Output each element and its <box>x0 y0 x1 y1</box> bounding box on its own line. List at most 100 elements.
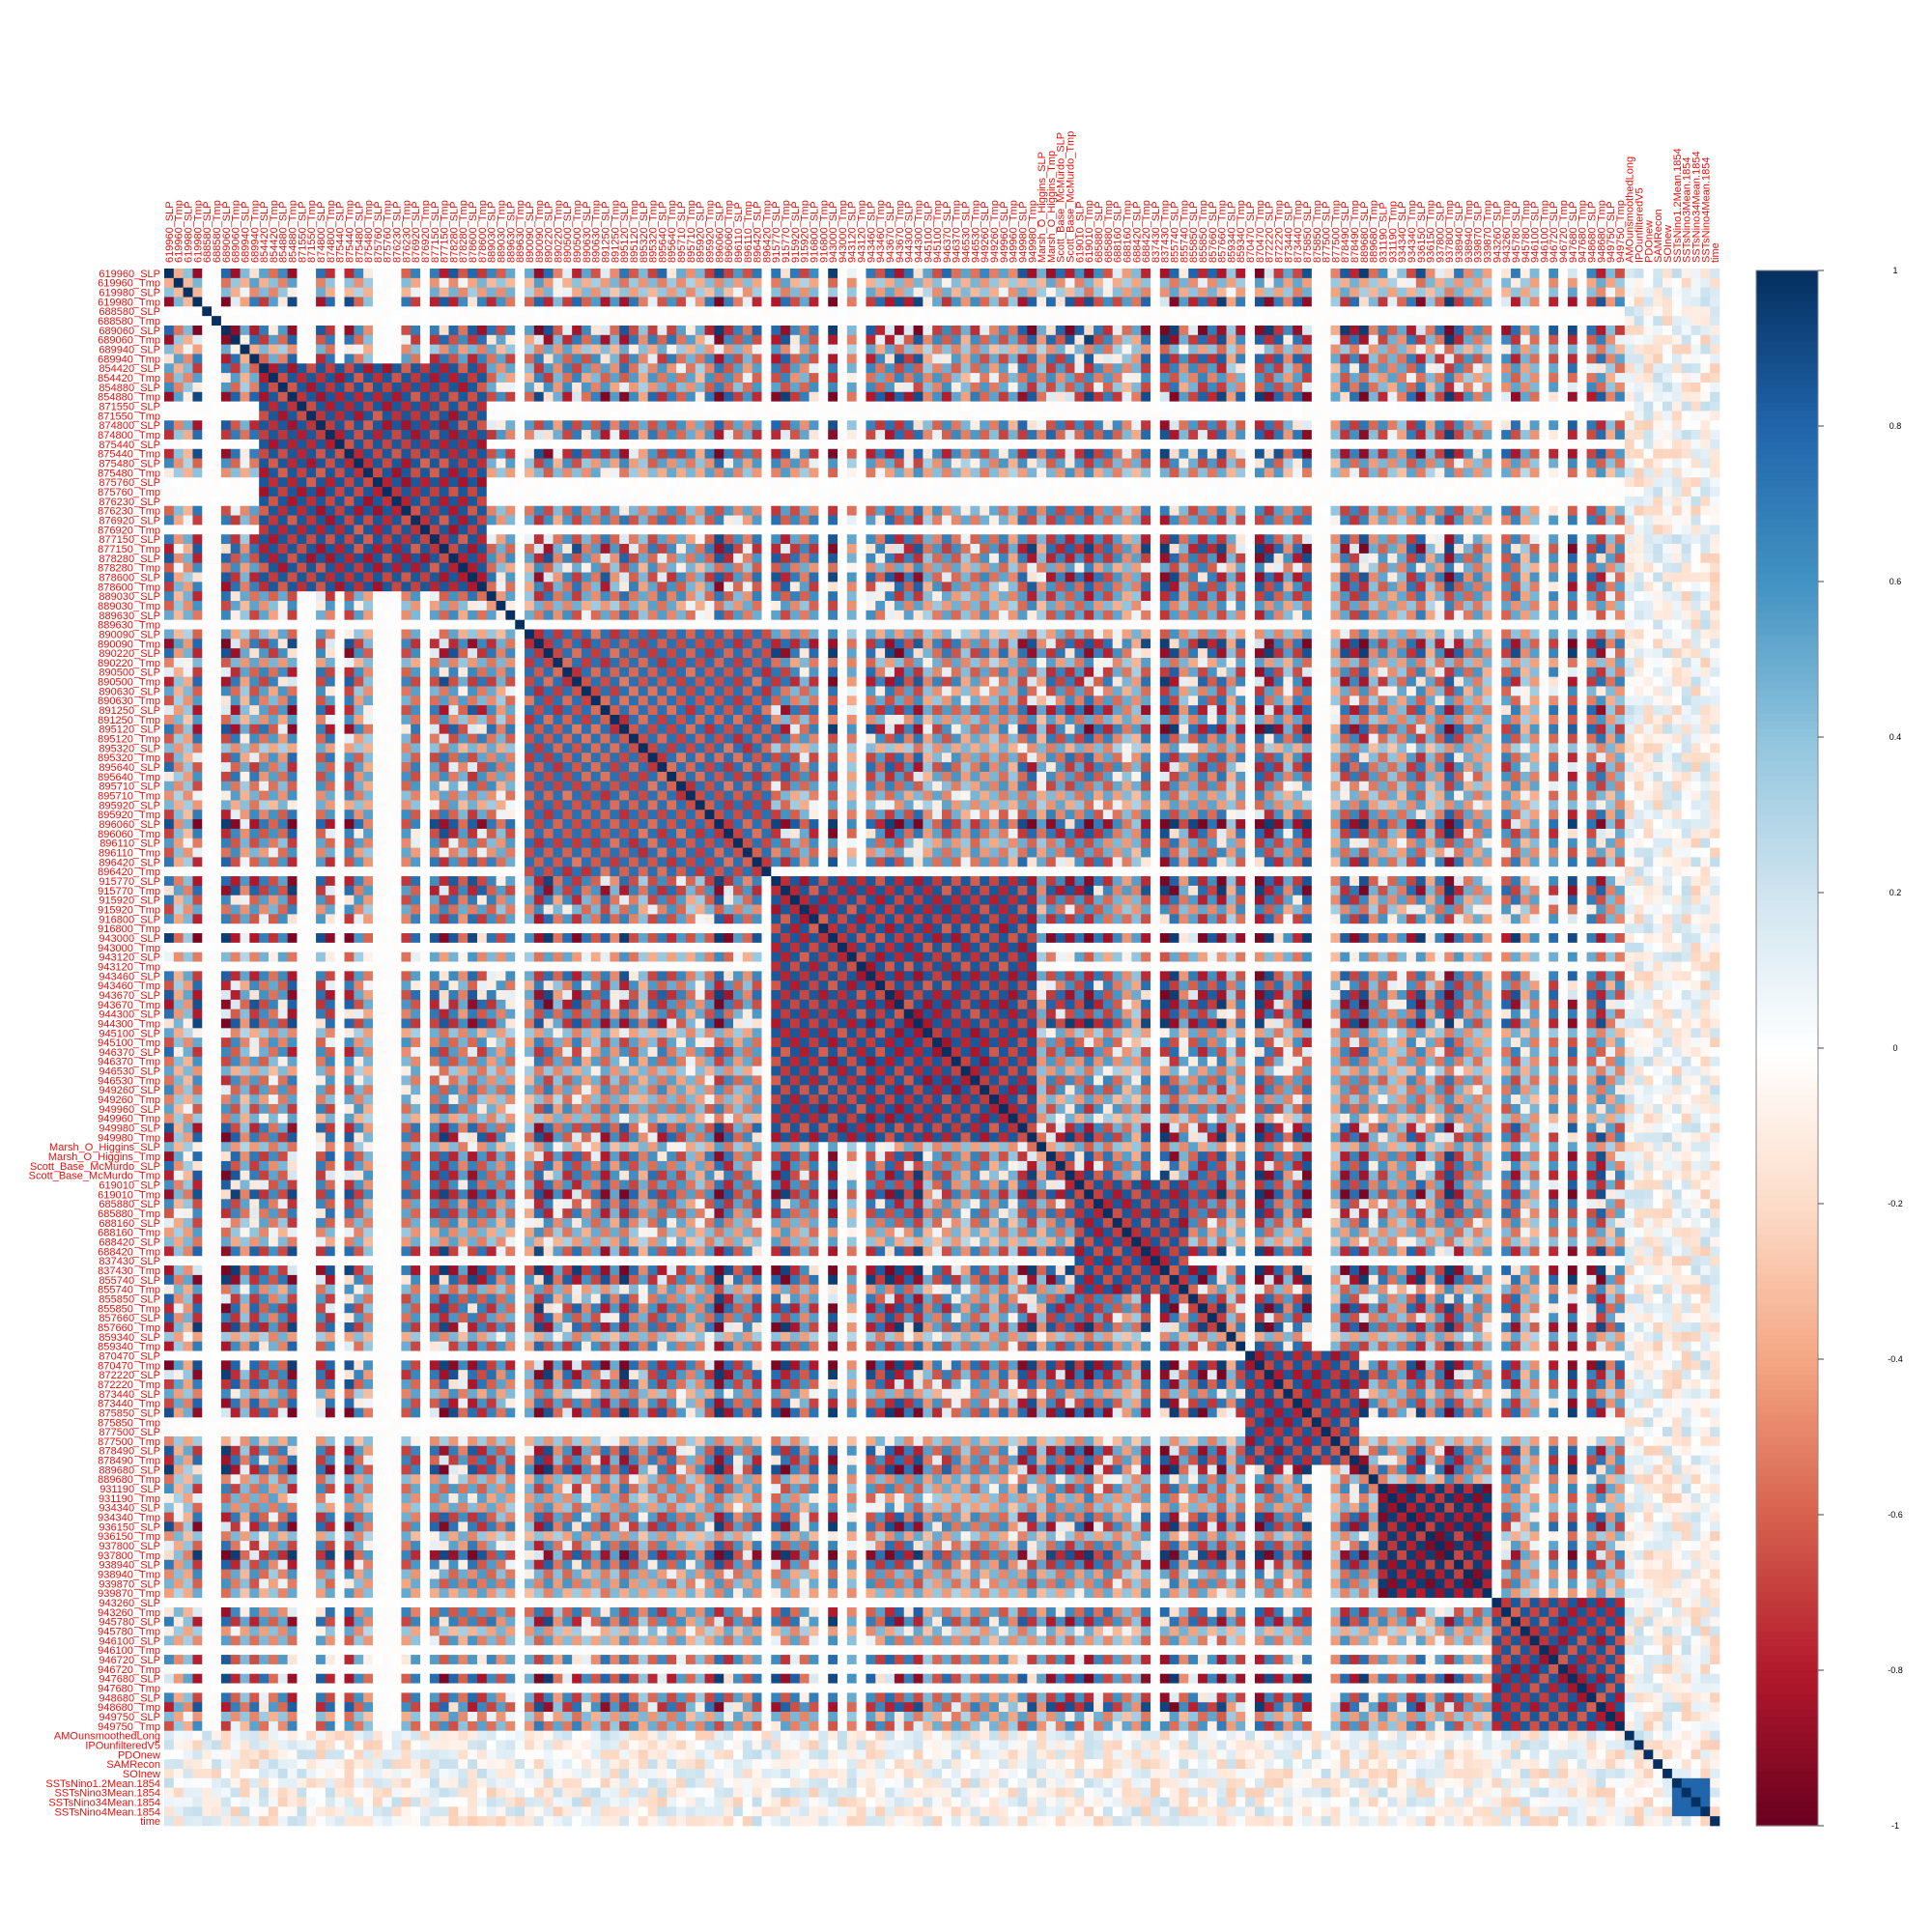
heatmap-cell <box>1217 373 1227 383</box>
heatmap-cell <box>174 449 184 459</box>
heatmap-cell <box>562 544 572 554</box>
heatmap-cell <box>1293 373 1302 383</box>
heatmap-cell <box>800 506 810 516</box>
heatmap-cell <box>696 354 705 363</box>
heatmap-cell <box>771 449 781 459</box>
heatmap-cell <box>639 468 648 477</box>
heatmap-cell <box>1605 544 1615 554</box>
heatmap-cell <box>1426 497 1435 506</box>
heatmap-cell <box>468 449 477 459</box>
heatmap-cell <box>544 402 554 412</box>
heatmap-cell <box>1653 420 1662 430</box>
heatmap-cell <box>1198 345 1208 355</box>
heatmap-cell <box>345 392 355 402</box>
heatmap-cell <box>1444 525 1454 534</box>
heatmap-cell <box>1444 497 1454 506</box>
heatmap-cell <box>1672 297 1682 306</box>
heatmap-cell <box>1634 373 1644 383</box>
heatmap-cell <box>231 345 241 355</box>
heatmap-cell <box>345 440 355 449</box>
heatmap-cell <box>667 326 676 335</box>
heatmap-cell <box>354 497 363 506</box>
heatmap-cell <box>1255 326 1264 335</box>
heatmap-cell <box>696 402 705 412</box>
heatmap-cell <box>1046 544 1056 554</box>
heatmap-cell <box>1492 402 1501 412</box>
heatmap-cell <box>401 306 411 316</box>
heatmap-cell <box>288 288 298 298</box>
heatmap-cell <box>895 430 904 440</box>
heatmap-cell <box>1596 363 1605 373</box>
heatmap-cell <box>184 354 193 363</box>
heatmap-cell <box>1094 288 1103 298</box>
heatmap-cell <box>1198 516 1208 526</box>
heatmap-cell <box>1473 420 1483 430</box>
heatmap-cell <box>1520 402 1530 412</box>
heatmap-cell <box>1605 497 1615 506</box>
heatmap-cell <box>392 354 402 363</box>
heatmap-cell <box>838 544 847 554</box>
heatmap-cell <box>961 440 971 449</box>
heatmap-cell <box>686 335 696 345</box>
heatmap-cell <box>1312 363 1321 373</box>
heatmap-cell <box>221 411 231 420</box>
heatmap-cell <box>288 335 298 345</box>
heatmap-cell <box>1179 306 1188 316</box>
heatmap-cell <box>781 278 790 288</box>
heatmap-cell <box>866 534 875 544</box>
heatmap-cell <box>1131 392 1141 402</box>
heatmap-cell <box>1539 297 1548 306</box>
heatmap-cell <box>231 477 241 487</box>
heatmap-cell <box>1548 373 1558 383</box>
heatmap-cell <box>202 326 212 335</box>
heatmap-cell <box>714 354 724 363</box>
heatmap-cell <box>468 316 477 326</box>
heatmap-cell <box>449 544 459 554</box>
heatmap-cell <box>582 411 591 420</box>
heatmap-cell <box>401 554 411 563</box>
heatmap-cell <box>1682 345 1691 355</box>
heatmap-cell <box>1710 525 1719 534</box>
heatmap-cell <box>1321 316 1331 326</box>
heatmap-cell <box>1302 373 1312 383</box>
heatmap-cell <box>1245 392 1255 402</box>
heatmap-cell <box>184 383 193 392</box>
heatmap-cell <box>1662 269 1672 278</box>
heatmap-cell <box>1312 544 1321 554</box>
heatmap-cell <box>619 316 629 326</box>
heatmap-cell <box>790 477 800 487</box>
heatmap-cell <box>354 278 363 288</box>
heatmap-cell <box>383 497 392 506</box>
heatmap-cell <box>1331 506 1341 516</box>
heatmap-cell <box>980 544 989 554</box>
heatmap-cell <box>202 335 212 345</box>
heatmap-cell <box>743 269 753 278</box>
heatmap-cell <box>326 516 335 526</box>
heatmap-cell <box>288 420 298 430</box>
heatmap-cell <box>297 477 306 487</box>
heatmap-cell <box>1302 383 1312 392</box>
heatmap-cell <box>164 554 174 563</box>
heatmap-cell <box>1539 516 1548 526</box>
heatmap-cell <box>1359 411 1369 420</box>
heatmap-cell <box>1406 402 1416 412</box>
heatmap-cell <box>1084 411 1094 420</box>
heatmap-cell <box>932 345 942 355</box>
heatmap-cell <box>487 497 497 506</box>
heatmap-cell <box>241 326 250 335</box>
heatmap-cell <box>221 506 231 516</box>
heatmap-cell <box>800 363 810 373</box>
heatmap-cell <box>857 354 867 363</box>
heatmap-cell <box>810 316 819 326</box>
heatmap-cell <box>1568 316 1577 326</box>
heatmap-cell <box>212 411 221 420</box>
heatmap-cell <box>1700 544 1710 554</box>
heatmap-cell <box>1577 420 1587 430</box>
heatmap-cell <box>562 468 572 477</box>
heatmap-cell <box>838 288 847 298</box>
heatmap-cell <box>1615 487 1625 497</box>
heatmap-cell <box>1568 278 1577 288</box>
heatmap-cell <box>1198 430 1208 440</box>
heatmap-cell <box>1151 335 1160 345</box>
heatmap-cell <box>1065 544 1075 554</box>
